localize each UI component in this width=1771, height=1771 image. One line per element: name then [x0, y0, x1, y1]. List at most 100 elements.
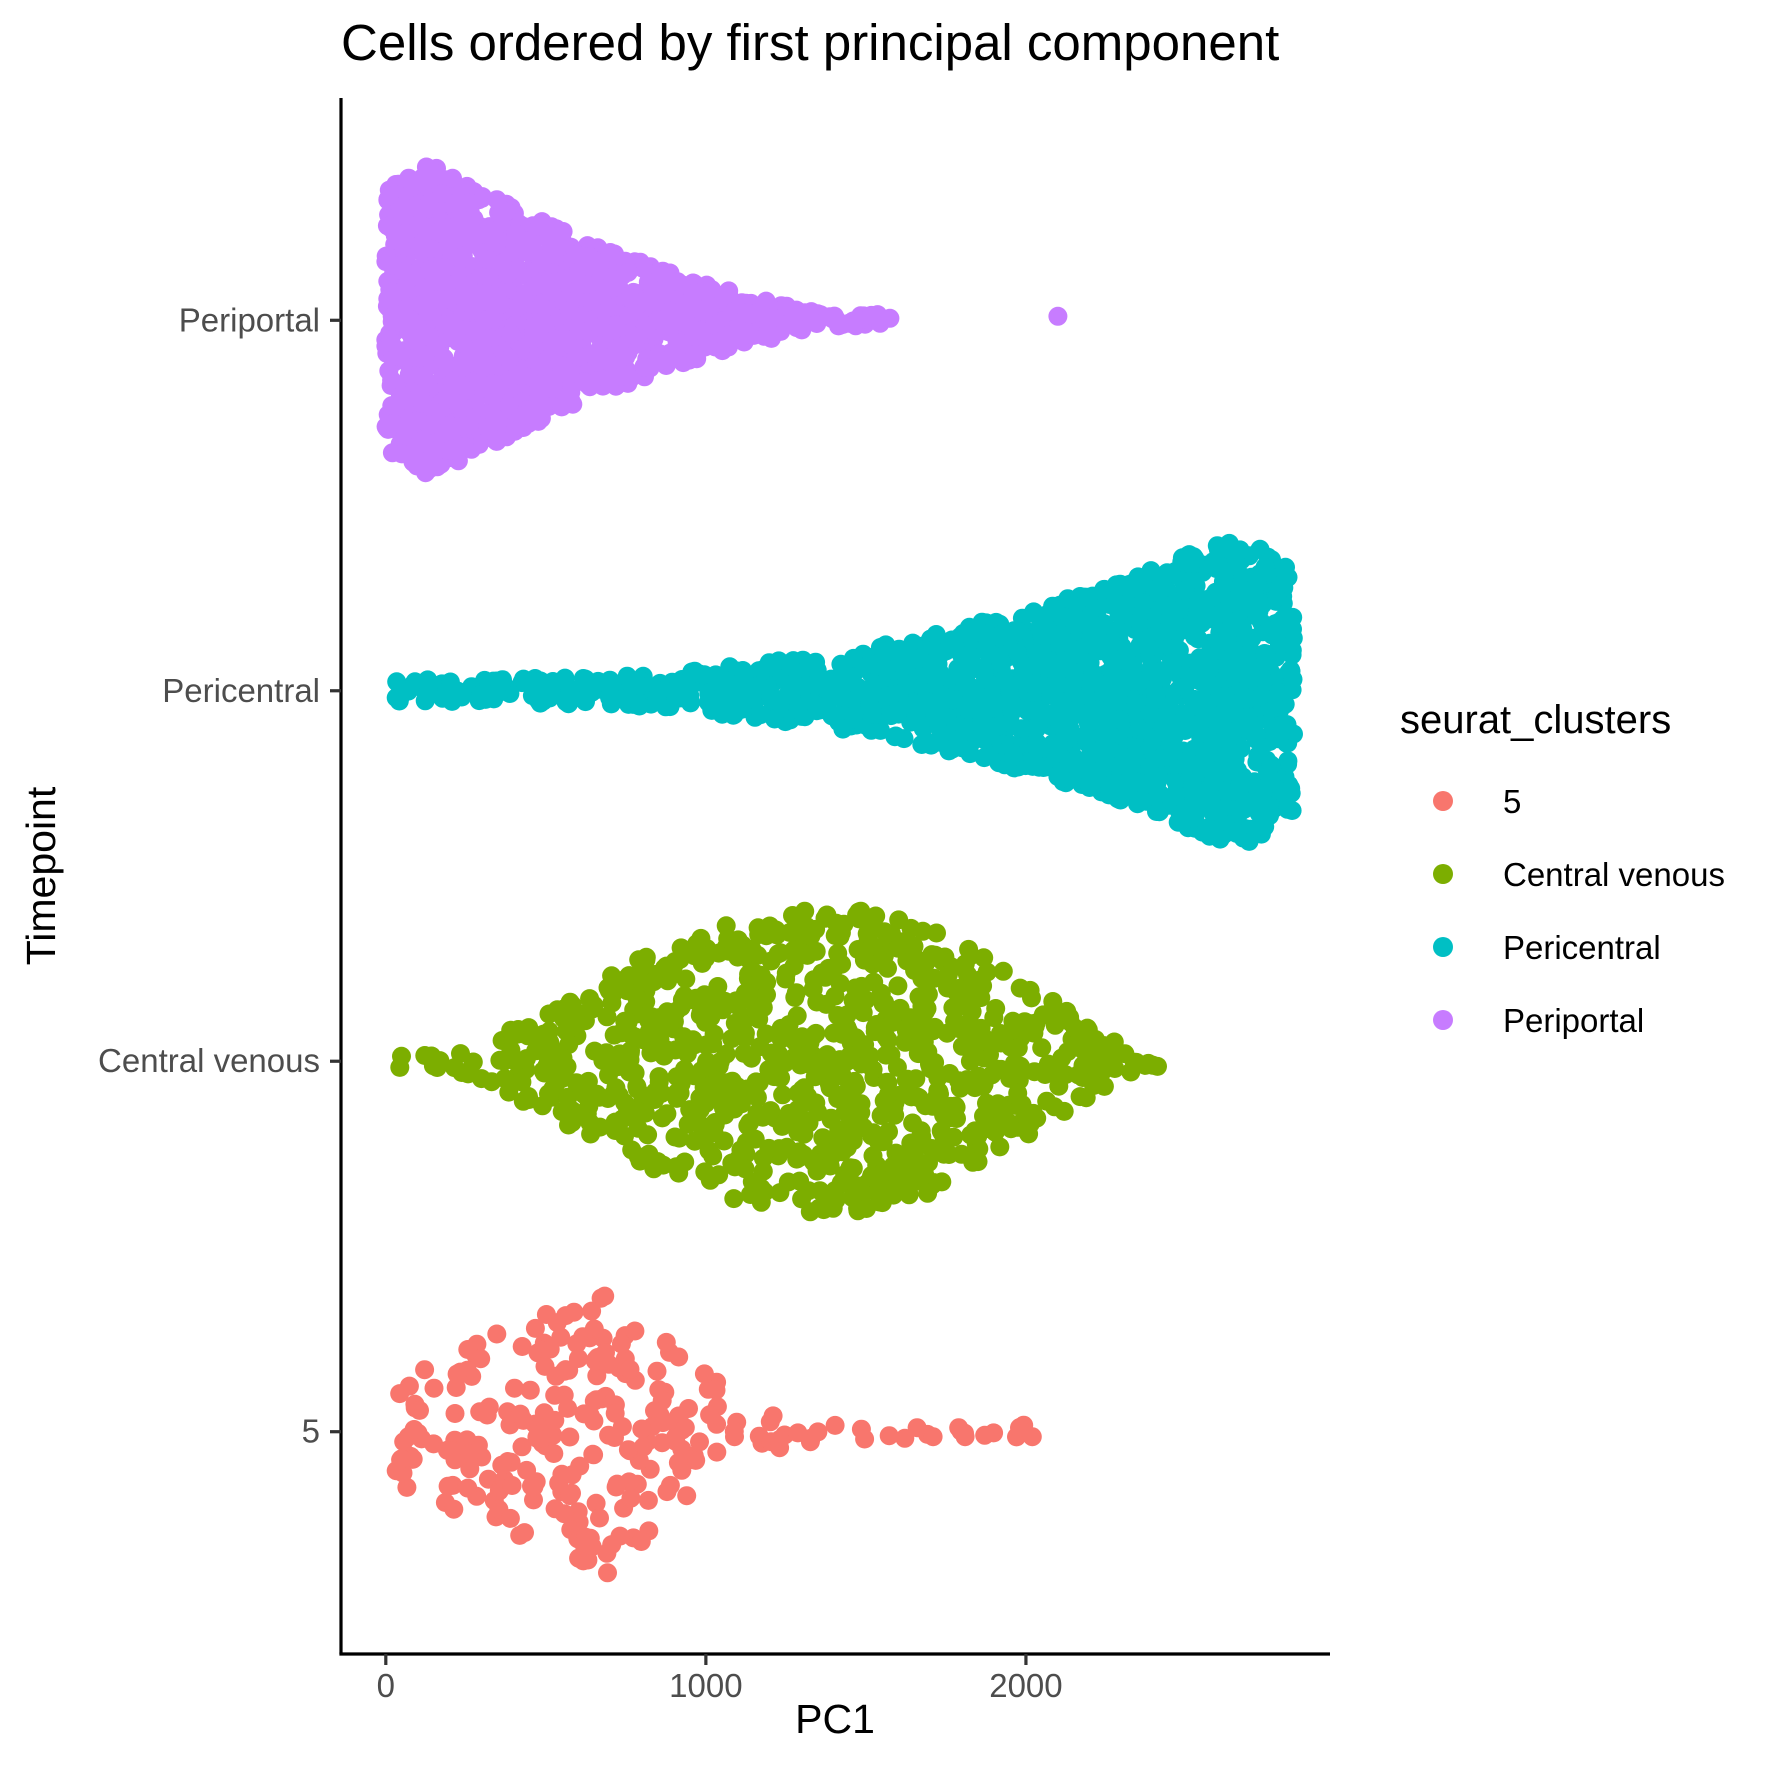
data-point [1108, 668, 1128, 688]
data-point [1024, 1023, 1044, 1043]
data-point [950, 986, 970, 1005]
data-point [838, 670, 858, 689]
chart-title: Cells ordered by first principal compone… [341, 14, 1279, 71]
data-point [639, 1022, 659, 1042]
data-point [867, 1015, 887, 1034]
data-point [433, 688, 453, 708]
data-point [590, 1117, 610, 1137]
data-point [1244, 715, 1264, 735]
data-point [605, 315, 625, 335]
data-point [424, 441, 443, 461]
data-point [438, 383, 458, 402]
data-point [696, 948, 716, 968]
legend-label: Central venous [1503, 856, 1725, 893]
data-point [469, 373, 489, 393]
data-point [1161, 654, 1181, 674]
data-point [464, 293, 484, 313]
data-point [1155, 596, 1175, 616]
data-point [963, 1152, 983, 1172]
data-point [459, 416, 479, 436]
data-point [420, 289, 440, 309]
y-tick-label: Pericentral [162, 672, 320, 709]
data-point [1260, 773, 1280, 793]
data-point [759, 1138, 779, 1158]
data-point [649, 1067, 669, 1087]
data-point [795, 901, 815, 921]
data-point [382, 370, 402, 390]
x-axis-ticks: 0 1000 2000 [377, 1654, 1063, 1704]
data-point [633, 1437, 653, 1457]
data-point [501, 324, 521, 344]
data-point [656, 1332, 676, 1352]
data-point [595, 1286, 615, 1306]
data-point [674, 680, 694, 700]
data-point [620, 1359, 640, 1379]
data-point [512, 1337, 532, 1356]
data-point [970, 622, 990, 642]
data-point [682, 662, 702, 682]
data-point [1109, 685, 1129, 705]
data-point [882, 1013, 902, 1032]
data-point [751, 1192, 771, 1212]
data-point [712, 341, 732, 361]
data-point [525, 1318, 545, 1338]
data-point [806, 652, 826, 672]
data-point [958, 1027, 978, 1047]
data-point [863, 936, 883, 956]
data-point [856, 1199, 876, 1218]
data-point [1032, 1038, 1052, 1058]
data-point [618, 1440, 638, 1460]
data-point [750, 1037, 770, 1057]
data-point [631, 1532, 651, 1551]
data-point [636, 947, 656, 967]
data-point [771, 1018, 791, 1038]
legend-items: 5 Central venous Pericentral Periportal [1433, 783, 1725, 1039]
data-point [1181, 714, 1201, 734]
data-point [404, 1420, 424, 1439]
data-point [1261, 755, 1281, 775]
data-point [397, 1477, 417, 1497]
data-point [822, 309, 842, 329]
data-point [505, 1378, 524, 1398]
data-point [1138, 638, 1158, 658]
data-point [763, 308, 782, 328]
data-point [694, 1364, 714, 1384]
data-point [1075, 1055, 1095, 1074]
data-point [825, 1415, 845, 1435]
data-point [659, 322, 679, 342]
data-point [1057, 1001, 1077, 1021]
data-point [534, 275, 554, 295]
data-point [477, 1405, 497, 1425]
data-point [1027, 1108, 1047, 1128]
data-point [852, 976, 872, 996]
data-point [1004, 1053, 1024, 1073]
data-point [482, 285, 501, 304]
data-point [871, 1106, 891, 1125]
data-point [403, 328, 423, 348]
data-point [813, 1128, 833, 1148]
data-point [508, 1020, 528, 1039]
data-point [625, 1321, 645, 1341]
y-tick-label: Central venous [98, 1042, 320, 1079]
data-point [660, 1009, 680, 1029]
data-point [700, 1405, 720, 1425]
data-point [567, 1334, 587, 1354]
data-point [1217, 782, 1237, 802]
data-point [840, 1046, 860, 1065]
data-point [1235, 627, 1255, 647]
data-point [1278, 751, 1298, 771]
data-point [806, 1023, 826, 1043]
data-point [862, 1165, 882, 1185]
data-point [651, 350, 671, 370]
data-point [1114, 577, 1134, 596]
points-layer [376, 157, 1303, 1583]
data-point [390, 347, 410, 367]
data-point [1020, 673, 1040, 693]
data-point [452, 687, 472, 707]
data-point [512, 1072, 532, 1092]
data-point [393, 224, 413, 244]
data-point [612, 1109, 632, 1129]
data-point [597, 1543, 617, 1563]
data-point [1058, 589, 1078, 609]
data-point [927, 646, 947, 666]
